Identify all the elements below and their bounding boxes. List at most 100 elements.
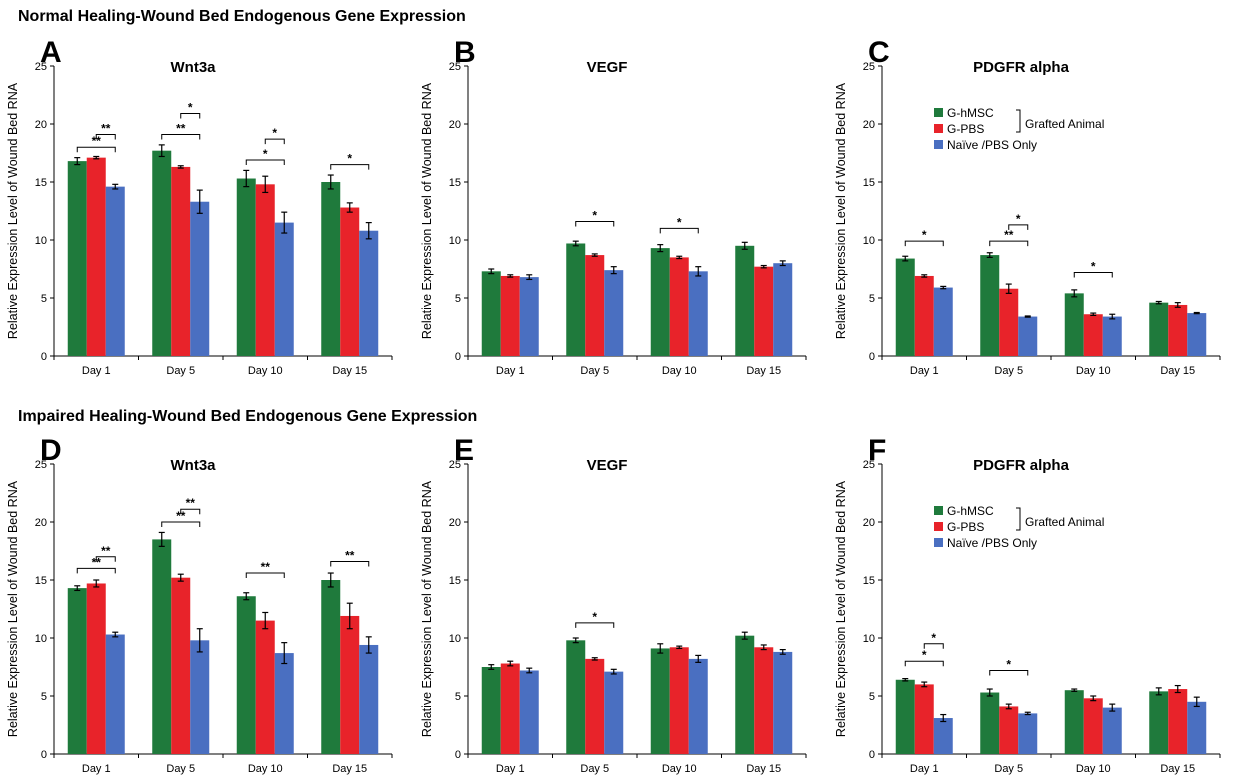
bar (773, 263, 793, 356)
bar (321, 182, 341, 356)
bar (1018, 713, 1038, 754)
significance-label: * (1091, 259, 1096, 273)
bar (500, 663, 520, 754)
significance-bracket (989, 240, 1029, 247)
significance-label: ** (1004, 228, 1014, 242)
bar (585, 658, 605, 754)
chart-svg-c: C PDGFR alpha Relative Expression Level of… (834, 36, 1221, 377)
bar (1064, 690, 1084, 754)
bar (933, 287, 953, 356)
bar (340, 615, 360, 754)
chart-panel-a: A Wnt3a Relative Expression Level of Wound… (6, 30, 406, 378)
bar (999, 288, 1019, 356)
bar (190, 201, 210, 356)
panel-letter: A (40, 36, 62, 69)
significance-bracket (95, 556, 116, 562)
significance-label: * (1016, 212, 1021, 226)
bar (1187, 701, 1207, 754)
y-tick-label: 20 (35, 517, 47, 529)
bar (340, 207, 360, 356)
y-tick-label: 25 (449, 61, 461, 73)
y-tick-label: 15 (449, 177, 461, 189)
legend-swatch (934, 140, 943, 149)
y-tick-label: 5 (455, 293, 461, 305)
bar (171, 166, 191, 356)
y-tick-label: 5 (41, 691, 47, 703)
significance-bracket (76, 567, 116, 574)
bar (321, 580, 341, 754)
significance-label: ** (176, 509, 186, 523)
bar (566, 243, 586, 356)
y-axis-label: Relative Expression Level of Wound Bed R… (420, 82, 434, 339)
x-tick-label: Day 1 (82, 365, 111, 377)
panel-letter: C (868, 36, 890, 69)
bar (86, 583, 106, 754)
bar (895, 679, 915, 754)
y-tick-label: 5 (869, 691, 875, 703)
chart-title: PDGFR alpha (973, 59, 1070, 76)
bar (67, 588, 87, 754)
x-tick-label: Day 10 (662, 365, 697, 377)
chart-title: Wnt3a (171, 59, 217, 76)
significance-label: ** (176, 121, 186, 135)
significance-label: * (592, 610, 597, 624)
bar (1168, 304, 1188, 356)
significance-bracket (245, 159, 285, 165)
x-tick-label: Day 15 (746, 365, 781, 377)
bar (604, 671, 624, 754)
significance-label: ** (101, 121, 111, 135)
bar (914, 275, 934, 356)
legend-swatch (934, 538, 943, 547)
significance-label: * (1006, 657, 1011, 671)
chart-panel-f: F PDGFR alpha Relative Expression Level of… (834, 428, 1234, 776)
significance-label: * (931, 631, 936, 645)
chart-svg-a: A Wnt3a Relative Expression Level of Wound… (6, 36, 393, 377)
significance-bracket (245, 572, 285, 579)
bar (105, 186, 125, 356)
significance-bracket (989, 669, 1029, 676)
legend-swatch (934, 522, 943, 531)
bar (1187, 313, 1207, 356)
section-title-normal: Normal Healing-Wound Bed Endogenous Gene… (18, 8, 466, 25)
bar (236, 596, 256, 754)
legend-swatch (934, 124, 943, 133)
chart-title: VEGF (587, 457, 628, 474)
y-tick-label: 0 (869, 351, 875, 363)
x-tick-label: Day 10 (1076, 365, 1111, 377)
y-tick-label: 0 (455, 351, 461, 363)
bar (669, 257, 689, 356)
bar (171, 577, 191, 754)
legend-bracket-label: Grafted Animal (1025, 515, 1104, 529)
significance-bracket (904, 660, 944, 667)
bar (650, 648, 670, 754)
bar (481, 667, 501, 754)
bar (500, 275, 520, 356)
y-tick-label: 10 (863, 633, 875, 645)
legend: G-hMSC G-PBS Naïve /PBS Only Grafted Animal (934, 106, 1104, 152)
legend-label: Naïve /PBS Only (947, 536, 1037, 550)
significance-bracket (180, 113, 201, 119)
significance-bracket (330, 164, 370, 170)
legend-bracket (1016, 507, 1021, 531)
y-axis-label: Relative Expression Level of Wound Bed R… (420, 480, 434, 737)
y-tick-label: 20 (449, 119, 461, 131)
bar (980, 692, 1000, 754)
bar (604, 270, 624, 356)
y-tick-label: 0 (455, 749, 461, 761)
x-tick-label: Day 10 (248, 365, 283, 377)
significance-bracket (904, 240, 944, 247)
y-tick-label: 20 (863, 119, 875, 131)
significance-label: ** (261, 560, 271, 574)
significance-label: ** (101, 544, 111, 558)
y-tick-label: 25 (35, 459, 47, 471)
bar (688, 658, 708, 754)
bar (236, 178, 256, 356)
bar (86, 157, 106, 356)
bar (255, 184, 275, 356)
bar (933, 718, 953, 754)
section-title-impaired: Impaired Healing-Wound Bed Endogenous Ge… (18, 408, 478, 425)
significance-label: * (347, 152, 352, 166)
bar (773, 651, 793, 754)
x-tick-label: Day 15 (332, 365, 367, 377)
legend-label: G-PBS (947, 122, 984, 136)
